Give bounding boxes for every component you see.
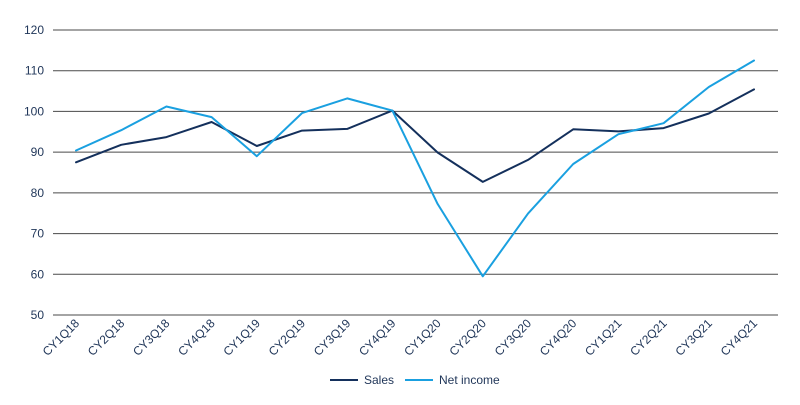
x-tick-label: CY4Q21 [718,316,761,359]
data-point [707,112,710,115]
y-tick-label: 100 [24,104,44,118]
y-tick-label: 80 [31,186,45,200]
series-net-income [75,59,756,278]
data-point [391,109,394,112]
legend-item: Net income [405,373,500,387]
x-tick-label: CY2Q20 [446,316,489,359]
x-axis-tick-labels: CY1Q18 CY2Q18 CY3Q18 CY4Q18 CY1Q19 CY2Q19 CY3Q… [40,316,761,359]
legend-label: Net income [439,373,500,387]
y-tick-label: 60 [31,267,45,281]
data-point [120,129,123,132]
x-tick-label: CY1Q19 [220,316,263,359]
x-tick-label: CY3Q18 [130,316,173,359]
data-point [210,121,213,124]
data-point [527,158,530,161]
data-point [662,122,665,125]
data-point [165,105,168,108]
y-tick-label: 50 [31,308,45,322]
data-point [707,86,710,89]
data-point [346,127,349,130]
series-lines [75,59,756,278]
data-point [753,59,756,62]
data-point [346,97,349,100]
series-line [75,88,755,183]
y-tick-label: 110 [25,64,44,78]
data-point [436,202,439,205]
x-tick-label: CY4Q18 [175,316,218,359]
x-tick-label: CY2Q21 [627,316,670,359]
y-axis-tick-labels: 50 60 70 80 90 100 110 120 [24,23,44,322]
series-sales [75,88,756,183]
data-point [436,151,439,154]
data-point [165,136,168,139]
y-tick-label: 70 [31,227,45,241]
data-point [301,112,304,115]
series-line [75,59,755,278]
data-point [255,155,258,158]
legend: Sales Net income [330,373,500,387]
data-point [255,145,258,148]
data-point [75,161,78,164]
y-tick-label: 90 [31,145,45,159]
x-tick-label: CY1Q18 [40,316,83,359]
data-point [617,133,620,136]
data-point [481,275,484,278]
data-point [301,129,304,132]
data-point [753,88,756,91]
data-point [572,128,575,131]
data-point [75,149,78,152]
x-tick-label: CY1Q21 [582,316,625,359]
data-point [662,127,665,130]
data-point [481,180,484,183]
legend-item: Sales [330,373,394,387]
data-point [120,143,123,146]
x-tick-label: CY1Q20 [401,316,444,359]
data-point [572,162,575,165]
data-point [210,116,213,119]
x-tick-label: CY4Q19 [356,316,399,359]
gridlines [53,29,778,316]
x-tick-label: CY3Q21 [672,316,715,359]
data-point [527,212,530,215]
x-tick-label: CY3Q20 [492,316,535,359]
legend-label: Sales [364,373,394,387]
data-point [617,130,620,133]
x-tick-label: CY2Q19 [266,316,309,359]
x-tick-label: CY3Q19 [311,316,354,359]
x-tick-label: CY2Q18 [85,316,128,359]
x-tick-label: CY4Q20 [537,316,580,359]
y-tick-label: 120 [24,23,44,37]
